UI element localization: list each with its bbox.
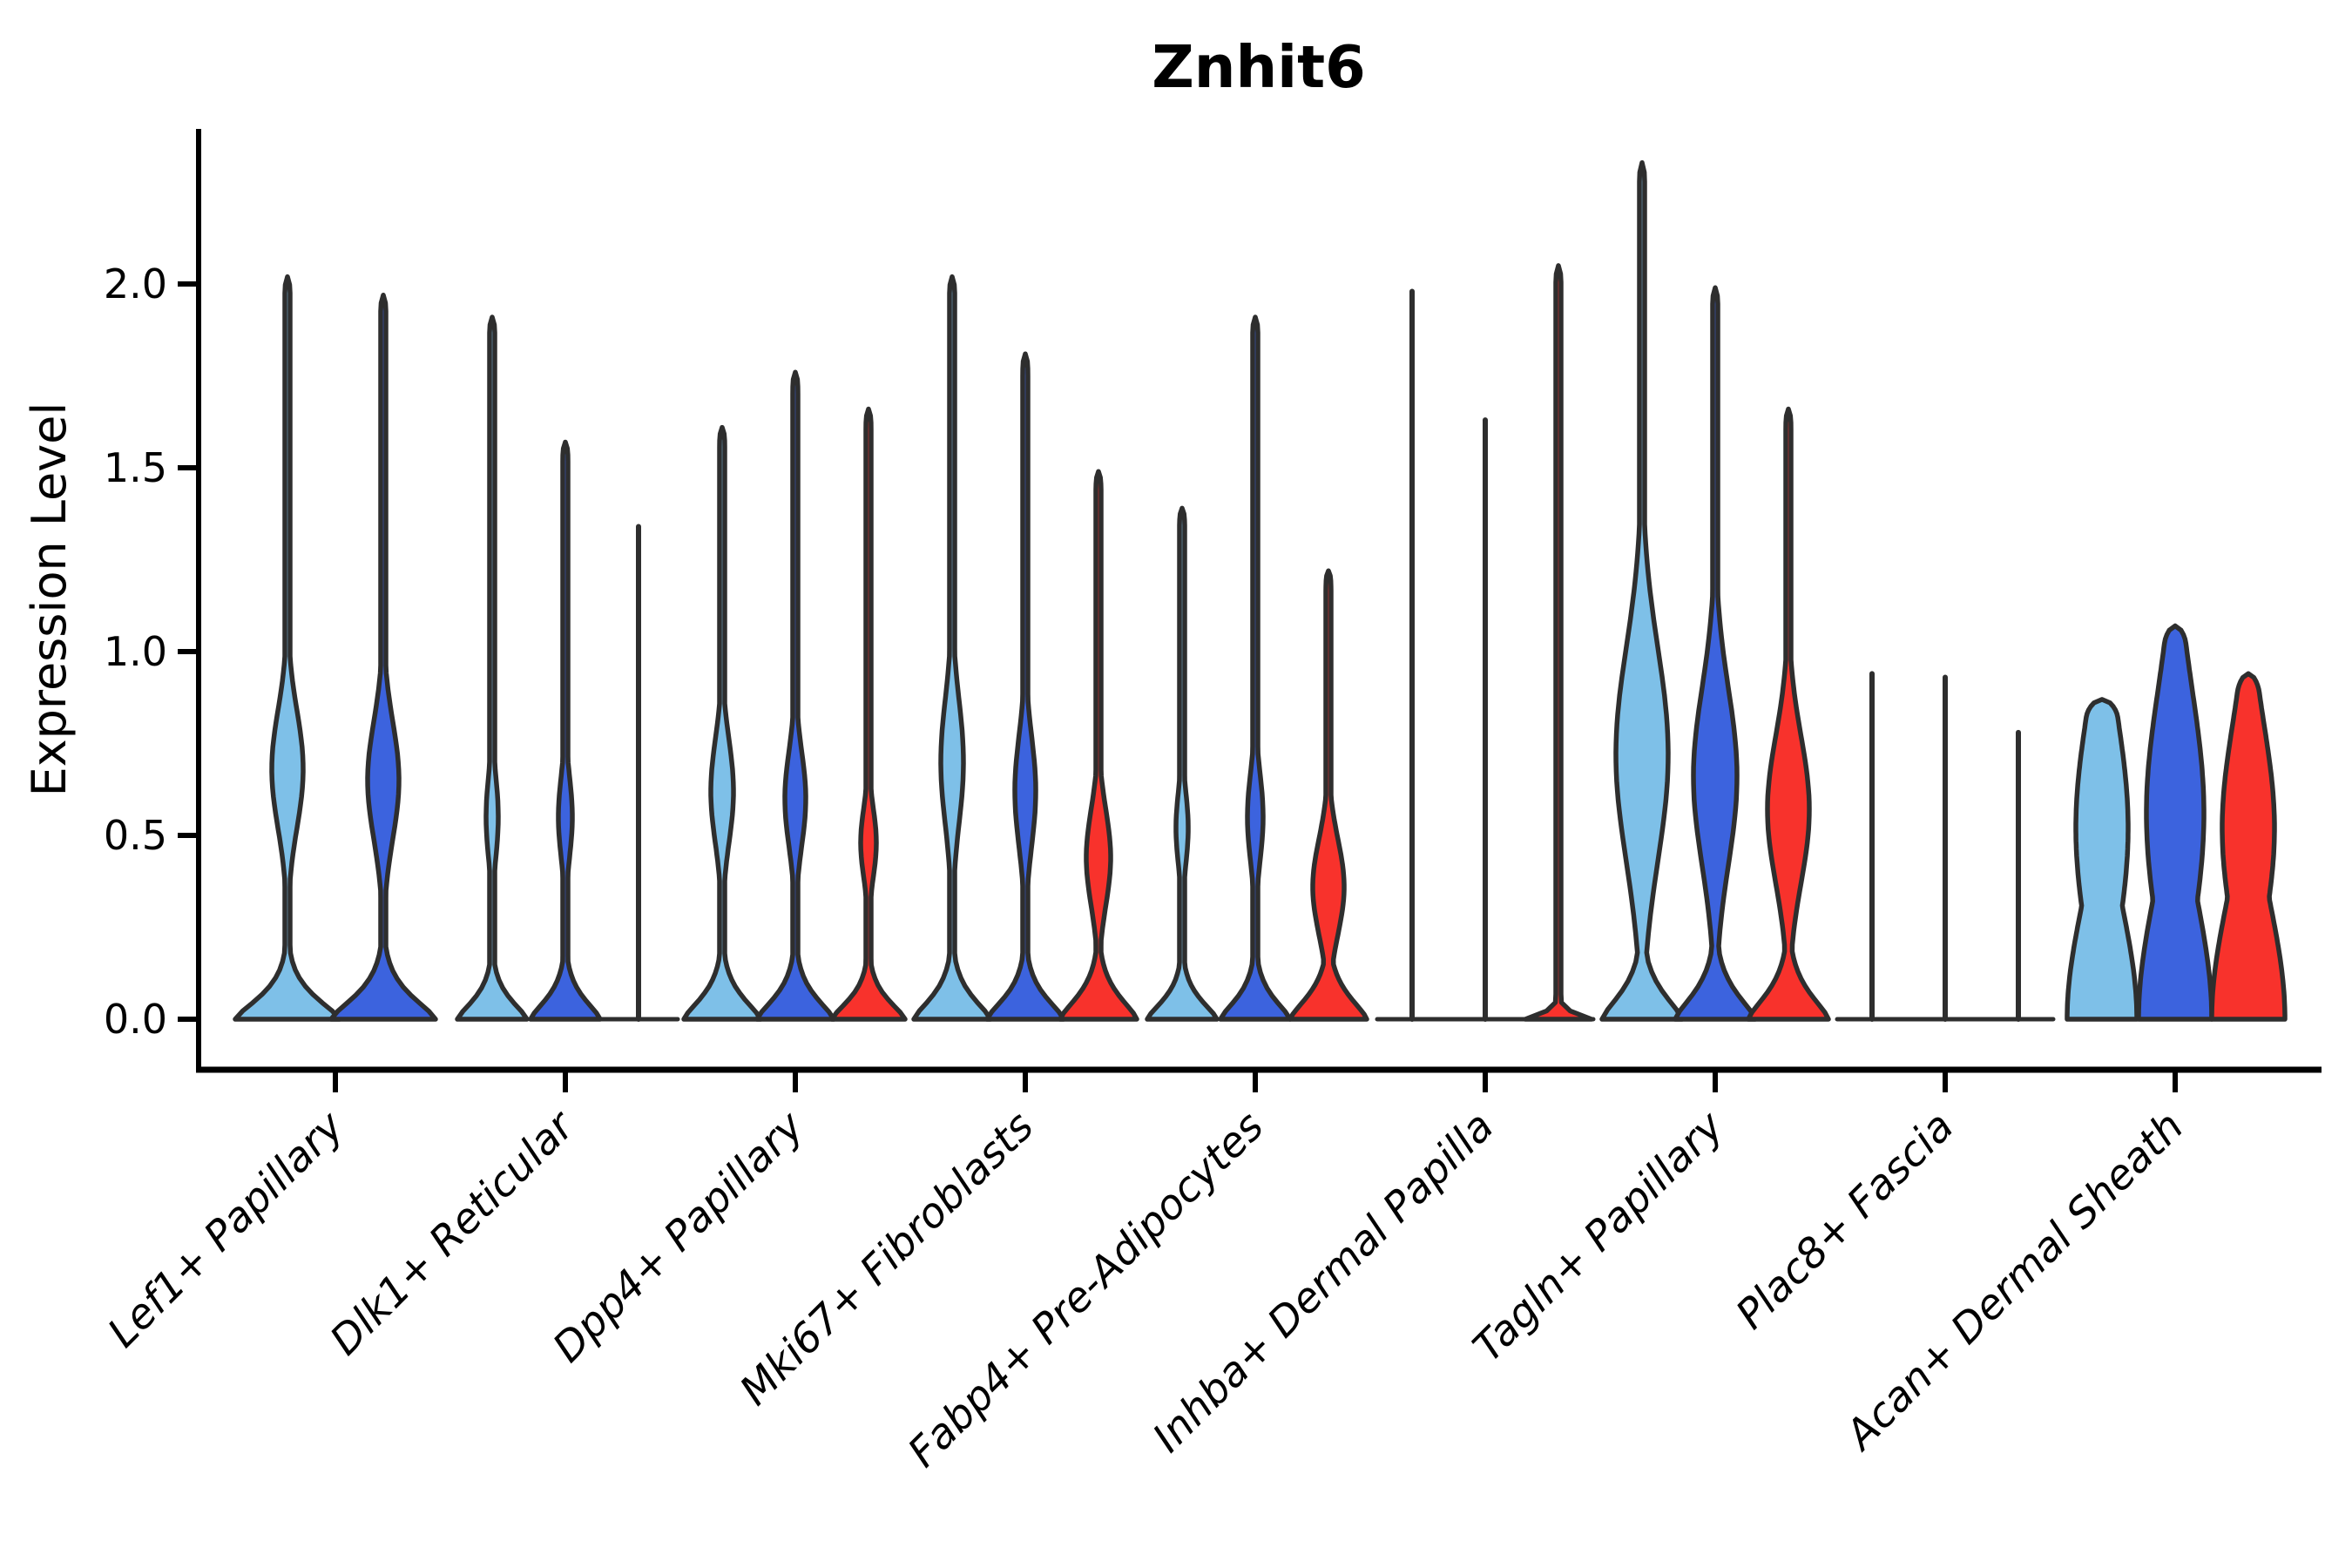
violin-red [829,406,908,1022]
violin-group [1599,159,1831,1022]
violin-group [911,274,1139,1022]
violin-royalblue [1673,285,1758,1022]
violin-group [233,274,438,1022]
y-tick-label: 0.5 [104,812,167,859]
violin-group [681,369,908,1022]
x-category-label: Lef1+ Papillary [98,1102,354,1357]
violins-layer [233,159,2288,1022]
violin-skyblue [681,424,763,1022]
violin-group [2065,623,2288,1022]
chart-title: Znhit6 [1152,33,1366,101]
y-tick-label: 2.0 [104,260,167,308]
y-tick-label: 1.5 [104,444,167,491]
y-axis-label: Expression Level [22,402,77,797]
violin-skyblue [2065,697,2139,1022]
violin-royalblue [528,439,603,1022]
violin-group [1835,671,2056,1022]
violin-royalblue [754,369,836,1022]
violin-red [1523,263,1594,1022]
violin-skyblue [1599,159,1685,1022]
violin-red [1288,568,1369,1022]
violin-red [2209,671,2288,1022]
violin-group [455,314,680,1022]
violin-red [1058,469,1139,1022]
y-tick-label: 1.0 [104,628,167,675]
violin-group [1145,314,1369,1022]
violin-royalblue [1218,314,1293,1022]
violin-skyblue [455,314,530,1022]
x-category-label: Plac8+ Fascia [1727,1103,1963,1339]
violin-skyblue [233,274,342,1022]
y-tick-label: 0.0 [104,996,167,1043]
violin-royalblue [2136,623,2214,1022]
violin-group [1375,263,1596,1022]
x-category-label: Dlk1+ Reticular [321,1101,585,1365]
violin-red [1746,406,1831,1022]
x-category-label: Dpp4+ Papillary [544,1102,814,1372]
violin-skyblue [1145,505,1220,1022]
violin-royalblue [984,351,1066,1022]
x-category-label: Tagln+ Papillary [1464,1102,1734,1372]
y-axis-ticks: 0.0 0.5 1.0 1.5 2.0 [104,260,199,1043]
violin-skyblue [911,274,993,1022]
violin-royalblue [328,292,438,1022]
